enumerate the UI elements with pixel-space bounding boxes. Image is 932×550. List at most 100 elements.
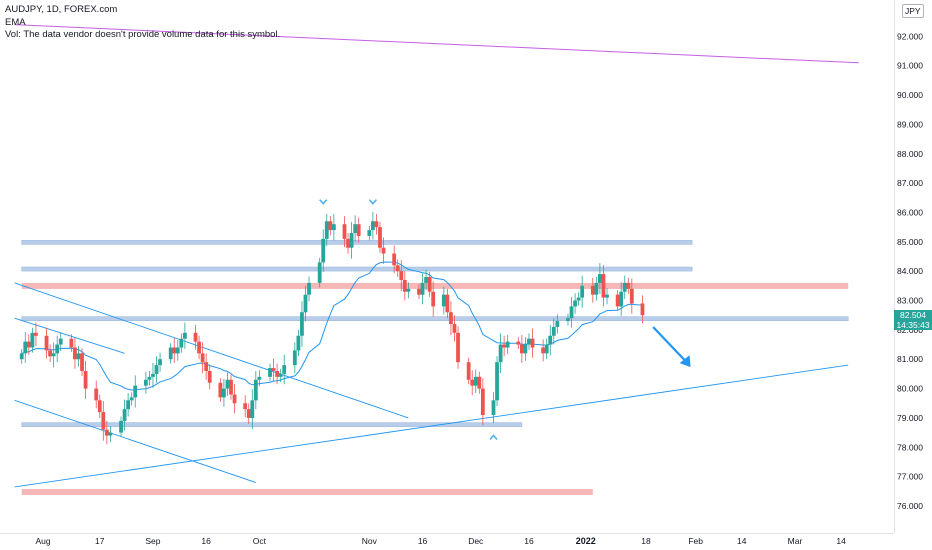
candle-body	[566, 318, 570, 322]
candle-body	[519, 344, 524, 354]
y-tick-label: 90.000	[897, 90, 923, 100]
candle-body	[243, 403, 248, 410]
candle-body	[225, 379, 230, 389]
candle-body	[278, 373, 283, 377]
last-price-value: 82.504	[900, 310, 926, 321]
candle-body	[629, 288, 634, 304]
trendline-0	[14, 282, 409, 419]
y-tick-label: 91.000	[897, 61, 923, 71]
candle-body	[555, 321, 560, 327]
y-tick-label: 80.000	[897, 384, 923, 394]
x-tick-label: 14	[836, 536, 846, 546]
currency-badge[interactable]: JPY	[902, 4, 924, 18]
candle-body	[253, 379, 258, 401]
candle-body	[222, 388, 226, 398]
candle-body	[502, 344, 507, 348]
candle-body	[275, 370, 280, 377]
candle-body	[342, 224, 347, 239]
candle-body	[576, 297, 581, 301]
symbol-title[interactable]: AUDJPY, 1D, FOREX.com	[5, 4, 118, 15]
candle-body	[229, 379, 233, 395]
candle-body	[353, 224, 358, 234]
candle-body	[246, 409, 251, 418]
candle-body	[424, 277, 428, 283]
candle-body	[34, 332, 38, 336]
candle-body	[452, 324, 457, 333]
time-axis	[0, 533, 932, 550]
candle-body	[143, 379, 148, 386]
candle-body	[51, 353, 56, 357]
candle-body	[349, 233, 354, 248]
candle-body	[172, 347, 177, 354]
candle-body	[605, 294, 609, 298]
candle-body	[622, 282, 627, 292]
candle-body	[491, 400, 496, 416]
candle-body	[445, 294, 450, 313]
candle-body	[402, 279, 407, 292]
down-arrow-head	[679, 355, 691, 368]
candle-body	[626, 282, 631, 289]
resistance-zone-0	[21, 240, 693, 245]
price-axis	[894, 0, 932, 550]
candle-body	[417, 288, 421, 295]
supply-zone-0	[21, 282, 849, 289]
candle-body	[317, 262, 322, 283]
volume-note: Vol: The data vendor doesn't provide vol…	[5, 29, 281, 40]
candle-body	[296, 335, 301, 351]
candle-body	[83, 370, 88, 389]
candle-body	[218, 382, 223, 398]
y-tick-label: 92.000	[897, 31, 923, 41]
candle-body	[420, 282, 425, 295]
candle-body	[133, 385, 138, 398]
candle-body	[197, 341, 201, 354]
candle-body	[154, 365, 159, 374]
candle-body	[30, 332, 35, 348]
candle-body	[530, 338, 535, 348]
x-tick-label: 16	[201, 536, 211, 546]
supply-zone-1	[21, 488, 593, 495]
candle-body	[544, 344, 549, 354]
candle-body	[271, 368, 276, 371]
candle-body	[232, 394, 237, 404]
candle-body	[399, 271, 404, 280]
candle-body	[250, 400, 255, 418]
y-tick-label: 88.000	[897, 149, 923, 159]
candle-body	[346, 238, 350, 248]
candle-body	[551, 326, 556, 336]
candle-body	[122, 409, 127, 421]
candle-body	[573, 300, 577, 307]
candle-body	[505, 341, 510, 348]
top-marker-1	[368, 199, 377, 205]
x-tick-label: 17	[95, 536, 105, 546]
y-tick-label: 76.000	[897, 501, 923, 511]
candle-body	[94, 388, 99, 401]
candle-body	[321, 238, 326, 263]
candle-body	[527, 338, 531, 345]
candle-body	[523, 344, 528, 354]
trendline-2	[14, 399, 256, 483]
ema-indicator-label[interactable]: EMA	[5, 16, 26, 28]
candle-body	[431, 291, 436, 307]
x-tick-label: Mar	[788, 536, 803, 546]
x-tick-label: Dec	[468, 536, 484, 546]
candle-body	[257, 376, 262, 380]
candle-body	[356, 224, 361, 236]
candle-body	[193, 332, 198, 342]
candle-body	[108, 432, 113, 436]
candle-body	[292, 350, 297, 366]
candle-body	[601, 274, 606, 298]
candle-body	[182, 332, 187, 339]
candle-body	[151, 373, 155, 377]
x-tick-label: Sep	[145, 536, 160, 546]
candle-body	[594, 282, 599, 295]
x-tick-label: 16	[524, 536, 534, 546]
candle-body	[495, 362, 499, 401]
candle-body	[147, 376, 152, 380]
candle-body	[473, 376, 478, 386]
candle-body	[541, 347, 546, 354]
marker-layer	[319, 199, 691, 441]
y-tick-label: 83.000	[897, 296, 923, 306]
x-tick-label: Feb	[688, 536, 703, 546]
